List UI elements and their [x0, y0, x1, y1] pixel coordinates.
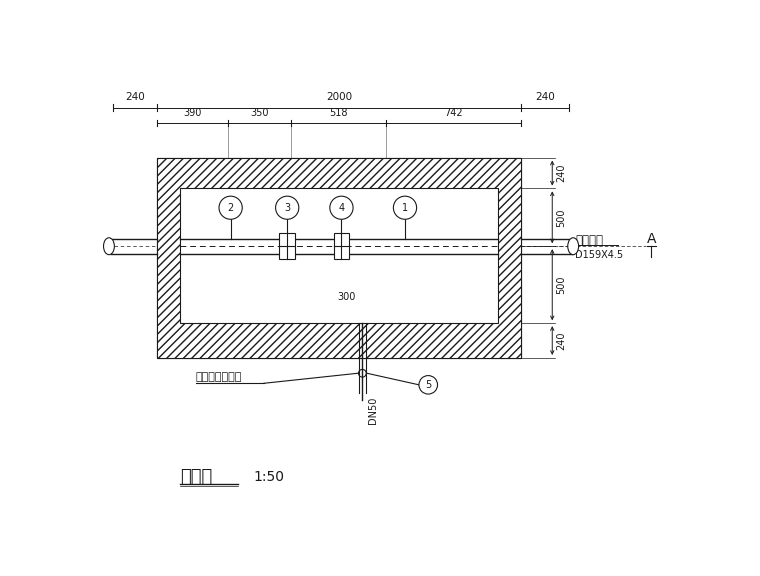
Circle shape [419, 376, 438, 394]
Text: 就近排入检查井: 就近排入检查井 [196, 372, 242, 382]
Text: A: A [647, 232, 656, 245]
Bar [280, 233, 295, 259]
Text: 1: 1 [402, 203, 408, 213]
Bar [498, 188, 521, 323]
Text: 240: 240 [125, 92, 145, 102]
Text: 390: 390 [183, 108, 201, 119]
Circle shape [219, 196, 242, 219]
Bar [157, 158, 521, 358]
Text: 2: 2 [227, 203, 234, 213]
Text: 3: 3 [284, 203, 290, 213]
Text: 4: 4 [338, 203, 344, 213]
Circle shape [276, 196, 299, 219]
Text: 平面图: 平面图 [180, 468, 213, 486]
Circle shape [330, 196, 353, 219]
Text: 1:50: 1:50 [254, 470, 285, 484]
Text: 350: 350 [250, 108, 268, 119]
Ellipse shape [568, 238, 578, 255]
Bar [157, 158, 521, 358]
Text: D159X4.5: D159X4.5 [575, 251, 624, 260]
Text: 240: 240 [535, 92, 555, 102]
Bar [180, 188, 498, 323]
Text: 300: 300 [337, 293, 356, 302]
Ellipse shape [103, 238, 114, 255]
Bar [157, 158, 521, 188]
Circle shape [394, 196, 416, 219]
Text: 至配水井: 至配水井 [575, 233, 603, 247]
Text: DN50: DN50 [368, 396, 378, 424]
Text: 240: 240 [556, 164, 566, 183]
Bar [157, 323, 521, 358]
Text: 500: 500 [556, 208, 566, 226]
Bar [157, 188, 180, 323]
Text: 500: 500 [556, 275, 566, 294]
Bar [334, 233, 349, 259]
Text: 5: 5 [425, 380, 432, 390]
Text: 240: 240 [556, 331, 566, 350]
Text: 518: 518 [329, 108, 347, 119]
Text: 742: 742 [444, 108, 463, 119]
Text: 2000: 2000 [326, 92, 352, 102]
